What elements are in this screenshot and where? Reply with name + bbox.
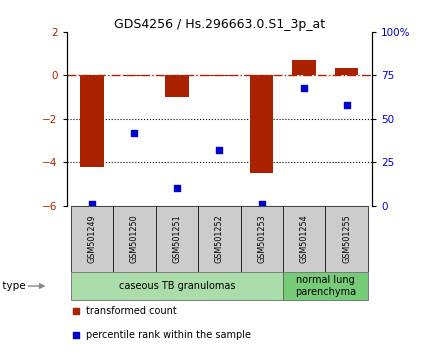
Bar [283, 206, 326, 272]
Bar [113, 206, 156, 272]
Point [216, 147, 223, 153]
Bar [250, 75, 273, 173]
Text: GSM501252: GSM501252 [215, 214, 224, 263]
Text: percentile rank within the sample: percentile rank within the sample [86, 330, 252, 340]
Bar [80, 75, 104, 167]
Point [343, 102, 350, 108]
Text: cell type: cell type [0, 281, 25, 291]
Point [131, 130, 138, 136]
Point [89, 201, 95, 207]
Title: GDS4256 / Hs.296663.0.S1_3p_at: GDS4256 / Hs.296663.0.S1_3p_at [114, 18, 325, 31]
Text: normal lung
parenchyma: normal lung parenchyma [295, 275, 356, 297]
Bar [71, 206, 113, 272]
Text: GSM501250: GSM501250 [130, 215, 139, 263]
Bar [165, 75, 189, 97]
Text: GSM501249: GSM501249 [88, 215, 97, 263]
Bar [71, 272, 283, 300]
Bar [208, 75, 231, 76]
Bar [292, 60, 316, 75]
Point [301, 85, 307, 90]
Text: GSM501253: GSM501253 [257, 215, 266, 263]
Point [258, 201, 265, 207]
Text: transformed count: transformed count [86, 306, 177, 316]
Bar [240, 206, 283, 272]
Bar [335, 68, 358, 75]
Point [72, 308, 79, 314]
Bar [283, 272, 368, 300]
Bar [123, 75, 146, 76]
Text: caseous TB granulomas: caseous TB granulomas [119, 281, 235, 291]
Bar [156, 206, 198, 272]
Bar [326, 206, 368, 272]
Point [173, 185, 180, 191]
Text: GSM501251: GSM501251 [172, 215, 181, 263]
Point [72, 332, 79, 338]
Bar [198, 206, 240, 272]
Text: GSM501255: GSM501255 [342, 214, 351, 263]
Text: GSM501254: GSM501254 [300, 215, 309, 263]
